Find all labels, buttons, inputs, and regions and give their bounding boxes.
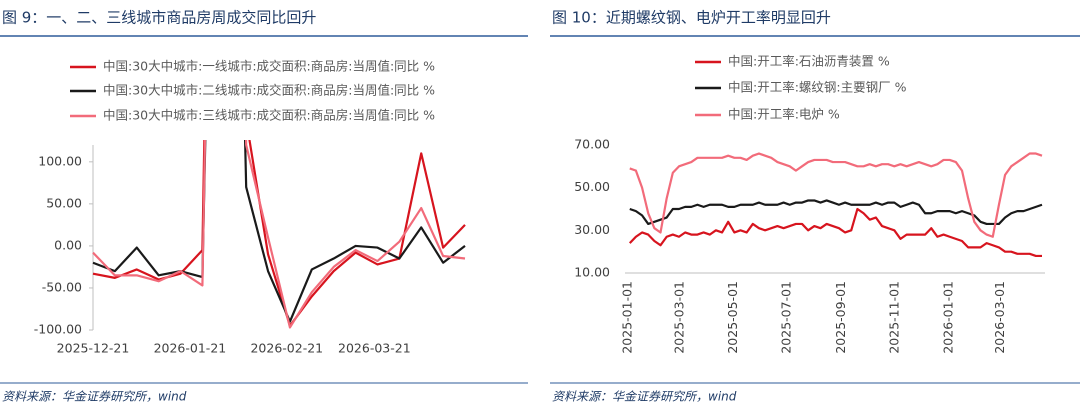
source-note: 资料来源：华金证券研究所，wind [2, 390, 187, 404]
x-tick-label: 2026-02-21 [250, 341, 323, 356]
source-note: 资料来源：华金证券研究所，wind [552, 390, 737, 404]
x-tick-label: 2025-07-01 [779, 281, 794, 354]
x-tick-label: 2025-01-01 [620, 281, 635, 354]
legend-label: 中国:30大中城市:三线城市:成交面积:商品房:当周值:同比 % [103, 108, 435, 123]
y-tick-label: 30.00 [574, 222, 610, 237]
x-tick-label: 2025-03-01 [671, 281, 686, 354]
x-tick-label: 2026-01-01 [940, 281, 955, 354]
x-tick-label: 2026-03-01 [992, 281, 1007, 354]
chart-title: 图 9：一、二、三线城市商品房周成交同比回升 [2, 9, 316, 27]
legend-label: 中国:30大中城市:二线城市:成交面积:商品房:当周值:同比 % [103, 83, 435, 98]
legend-label: 中国:开工率:螺纹钢:主要钢厂 % [728, 80, 907, 95]
y-tick-label: 10.00 [574, 265, 610, 280]
y-tick-label: 0.00 [54, 237, 82, 252]
series-line [629, 152, 1043, 238]
series-line [629, 199, 1043, 226]
series-line [628, 207, 1042, 258]
x-tick-label: 2026-03-21 [338, 341, 411, 356]
x-tick-label: 2025-05-01 [725, 281, 740, 354]
series-line [92, 140, 466, 329]
legend-label: 中国:开工率:电炉 % [728, 107, 840, 122]
y-tick-label: 50.00 [46, 195, 82, 210]
y-tick-label: -50.00 [42, 279, 82, 294]
y-tick-label: 70.00 [574, 137, 610, 152]
y-tick-label: -100.00 [34, 322, 82, 337]
series-line [92, 140, 466, 323]
x-tick-label: 2025-12-21 [57, 341, 130, 356]
y-tick-label: 50.00 [574, 179, 610, 194]
legend-label: 中国:开工率:石油沥青装置 % [728, 54, 890, 69]
series-line [92, 140, 466, 327]
x-tick-label: 2026-01-21 [154, 341, 227, 356]
legend-label: 中国:30大中城市:一线城市:成交面积:商品房:当周值:同比 % [103, 59, 435, 74]
x-tick-label: 2025-11-01 [887, 281, 902, 354]
x-tick-label: 2025-09-01 [833, 281, 848, 354]
chart-title: 图 10：近期螺纹钢、电炉开工率明显回升 [552, 9, 831, 27]
y-tick-label: 100.00 [38, 153, 82, 168]
